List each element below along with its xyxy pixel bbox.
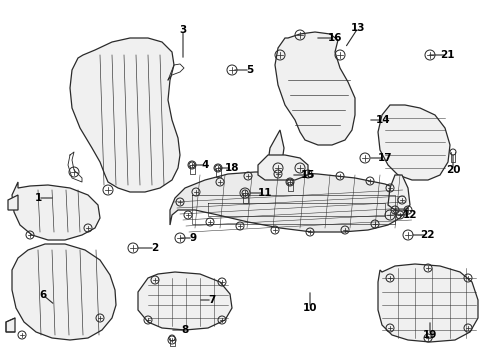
Text: 4: 4 [201,160,209,170]
Text: 12: 12 [403,210,417,220]
Text: 22: 22 [420,230,434,240]
Polygon shape [268,130,284,165]
Polygon shape [258,155,308,180]
Text: 17: 17 [378,153,392,163]
Text: 1: 1 [34,193,42,203]
Text: 6: 6 [39,290,47,300]
Text: 10: 10 [303,303,317,313]
Text: 14: 14 [376,115,391,125]
Text: 5: 5 [246,65,254,75]
Text: 2: 2 [151,243,159,253]
Text: 9: 9 [190,233,196,243]
Polygon shape [70,38,180,192]
Polygon shape [8,195,18,210]
Text: 11: 11 [258,188,272,198]
Polygon shape [6,318,15,332]
Text: 3: 3 [179,25,187,35]
Text: 15: 15 [301,170,315,180]
Text: 8: 8 [181,325,189,335]
Polygon shape [170,172,408,232]
Text: 7: 7 [208,295,216,305]
Polygon shape [378,264,478,342]
Polygon shape [388,175,410,210]
Text: 18: 18 [225,163,239,173]
Text: 13: 13 [351,23,365,33]
Polygon shape [12,182,100,240]
Text: 16: 16 [328,33,342,43]
Polygon shape [275,32,355,145]
Polygon shape [12,244,116,340]
Text: 20: 20 [446,165,460,175]
Polygon shape [138,272,232,330]
Text: 19: 19 [423,330,437,340]
Polygon shape [378,105,450,180]
Text: 21: 21 [440,50,454,60]
